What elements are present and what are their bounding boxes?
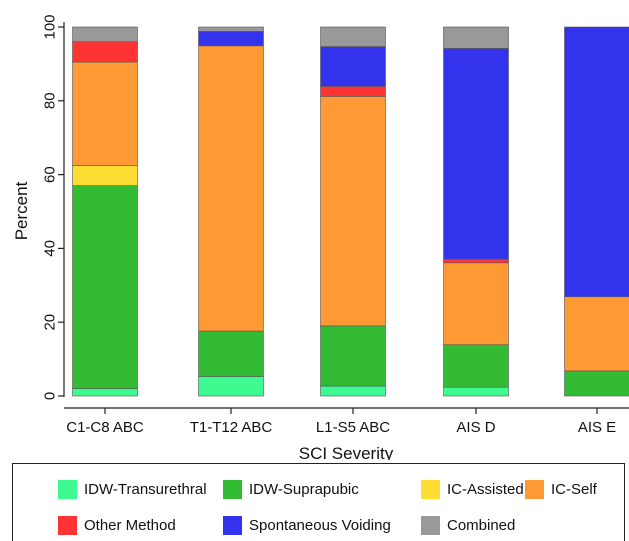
bar-segment-2-6 bbox=[198, 31, 264, 47]
bar-segment-3-2 bbox=[320, 325, 386, 387]
legend-label-3: IC-Assisted bbox=[447, 480, 524, 498]
legend-label-7: Combined bbox=[447, 516, 516, 534]
x-tick-label-3: L1-S5 ABC bbox=[316, 419, 390, 436]
legend-item-2: IDW-Suprapubic bbox=[223, 478, 359, 500]
y-axis-title: Percent bbox=[12, 181, 31, 240]
bar-segment-1-4 bbox=[72, 61, 138, 166]
bar-segment-5-2 bbox=[564, 370, 629, 397]
legend-item-7: Combined bbox=[421, 514, 515, 536]
bar-segment-3-4 bbox=[320, 96, 386, 327]
legend-label-6: Spontaneous Voiding bbox=[249, 516, 391, 534]
y-tick-label-2: 20 bbox=[42, 314, 59, 331]
legend-label-5: Other Method bbox=[84, 516, 176, 534]
bar-segment-1-1 bbox=[72, 388, 138, 397]
legend-item-6: Spontaneous Voiding bbox=[223, 514, 391, 536]
legend-label-1: IDW-Transurethral bbox=[84, 480, 207, 498]
stacked-bar-chart: 0 20 40 60 80 100 C1-C8 ABC T1-T12 ABC L1-S5 AB… bbox=[12, 14, 629, 460]
bar-segment-2-1 bbox=[198, 376, 264, 397]
y-tick-label-3: 40 bbox=[42, 240, 59, 257]
legend-label-2: IDW-Suprapubic bbox=[249, 480, 359, 498]
legend-item-4: IC-Self bbox=[525, 478, 597, 500]
legend-swatch-4 bbox=[525, 479, 544, 499]
legend-label-4: IC-Self bbox=[551, 480, 597, 498]
x-axis-title: SCI Severity bbox=[299, 444, 394, 460]
y-tick-label-6: 100 bbox=[42, 14, 59, 39]
bar-segment-1-2 bbox=[72, 185, 138, 389]
bar-segment-4-4 bbox=[443, 262, 509, 346]
legend-swatch-5 bbox=[58, 515, 77, 535]
legend-item-1: IDW-Transurethral bbox=[58, 478, 207, 500]
legend-swatch-7 bbox=[421, 515, 440, 535]
x-tick-label-5: AIS E bbox=[578, 419, 616, 436]
y-tick-label-5: 80 bbox=[42, 92, 59, 109]
y-axis: 0 20 40 60 80 100 bbox=[42, 14, 65, 400]
bar-segment-4-6 bbox=[443, 48, 509, 260]
bar-segment-3-7 bbox=[320, 26, 386, 47]
legend-swatch-2 bbox=[223, 479, 242, 499]
plot-area bbox=[72, 26, 629, 397]
bar-segment-1-5 bbox=[72, 41, 138, 63]
bar-segment-1-7 bbox=[72, 26, 138, 43]
bar-segment-3-1 bbox=[320, 385, 386, 397]
x-axis: C1-C8 ABC T1-T12 ABC L1-S5 ABC AIS D AIS E bbox=[64, 407, 629, 436]
bar-segment-2-4 bbox=[198, 45, 264, 332]
legend-item-5: Other Method bbox=[58, 514, 176, 536]
bar-segment-4-7 bbox=[443, 26, 509, 49]
y-tick-label-4: 60 bbox=[42, 166, 59, 183]
legend-item-3: IC-Assisted bbox=[421, 478, 524, 500]
legend-swatch-3 bbox=[421, 479, 440, 499]
bar-segment-4-5 bbox=[443, 258, 509, 264]
y-tick-label-1: 0 bbox=[42, 392, 59, 400]
legend-swatch-6 bbox=[223, 515, 242, 535]
legend: IDW-Transurethral IDW-Suprapubic IC-Assist… bbox=[12, 463, 625, 541]
bar-segment-2-7 bbox=[198, 26, 264, 32]
bar-segment-5-6 bbox=[564, 26, 629, 298]
bar-segment-5-4 bbox=[564, 296, 629, 372]
x-tick-label-2: T1-T12 ABC bbox=[190, 419, 273, 436]
x-tick-label-1: C1-C8 ABC bbox=[66, 419, 144, 436]
bar-segment-2-2 bbox=[198, 330, 264, 377]
bar-segment-3-6 bbox=[320, 46, 386, 87]
bar-segment-4-2 bbox=[443, 344, 509, 388]
bar-segment-1-3 bbox=[72, 165, 138, 186]
x-tick-label-4: AIS D bbox=[456, 419, 495, 436]
legend-swatch-1 bbox=[58, 479, 77, 499]
bar-segment-4-1 bbox=[443, 386, 509, 397]
bar-segment-3-5 bbox=[320, 86, 386, 97]
